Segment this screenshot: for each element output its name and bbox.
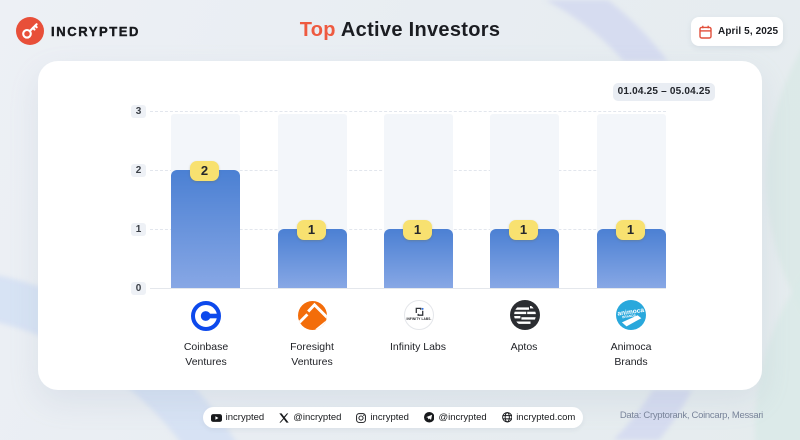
svg-text:BRANDS: BRANDS (622, 313, 636, 319)
svg-text:INFINITY LABS.: INFINITY LABS. (406, 317, 431, 321)
svg-text:animoca: animoca (617, 307, 645, 318)
